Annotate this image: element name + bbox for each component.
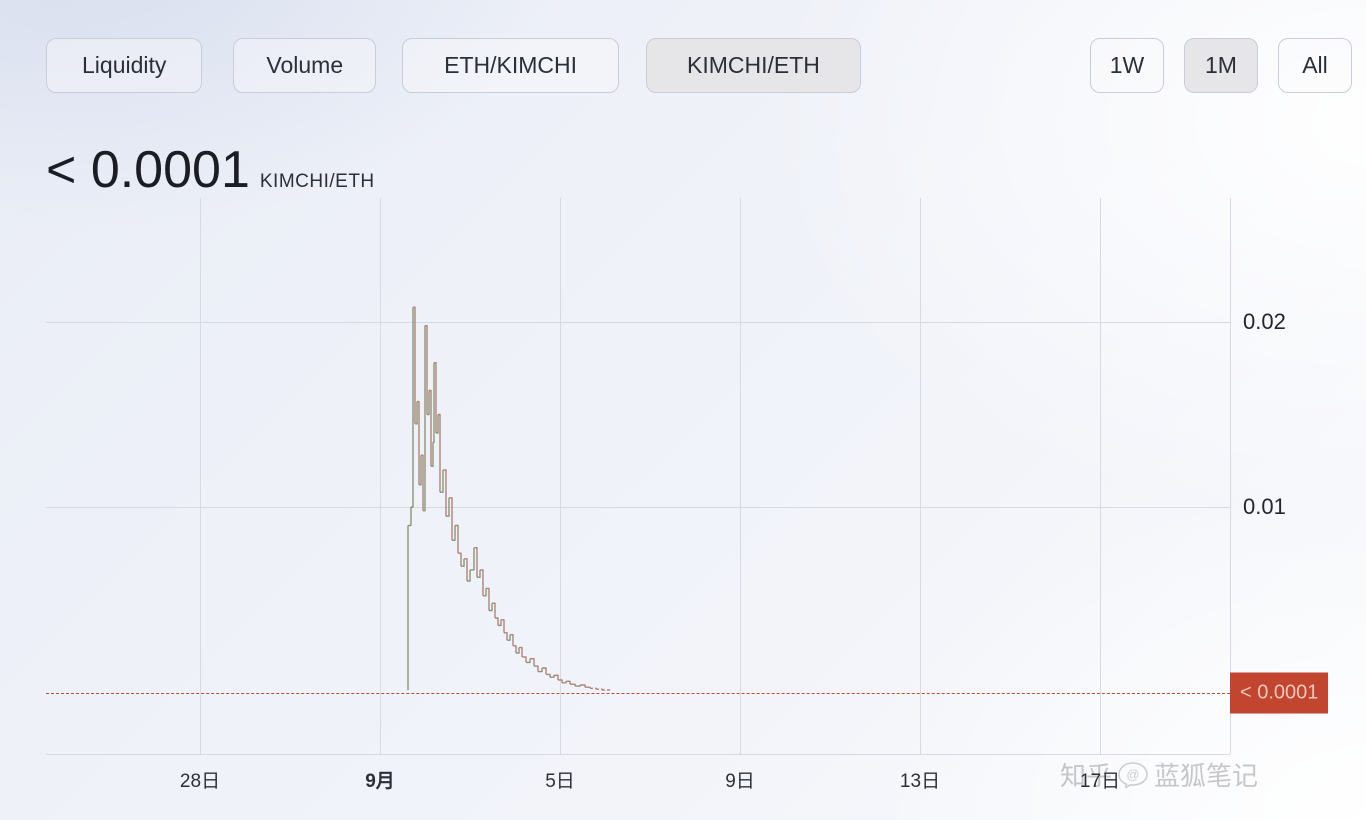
svg-text:@: @: [1126, 767, 1139, 782]
